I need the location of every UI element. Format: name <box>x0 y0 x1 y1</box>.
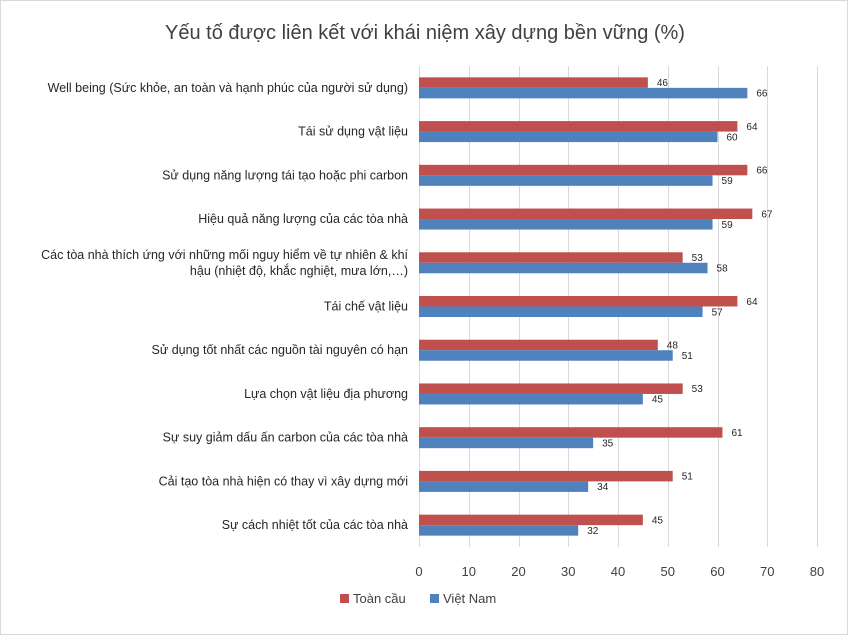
bar-vietnam <box>419 393 643 405</box>
chart-title: Yếu tố được liên kết với khái niệm xây d… <box>165 22 685 44</box>
category-labels: Well being (Sức khỏe, an toàn và hạnh ph… <box>41 81 408 532</box>
category-label: Tái sử dụng vật liệu <box>298 125 408 139</box>
x-axis-ticks: 0 10 20 30 40 50 60 70 80 <box>415 564 824 579</box>
category-label: hậu (nhiệt độ, khắc nghiệt, mưa lớn,…) <box>190 263 408 278</box>
x-tick-label: 60 <box>710 564 724 579</box>
category-label: Lựa chọn vật liệu địa phương <box>244 387 408 401</box>
x-tick-label: 40 <box>611 564 625 579</box>
bar-global <box>419 77 648 88</box>
data-label-global: 46 <box>657 78 669 89</box>
x-tick-label: 50 <box>661 564 675 579</box>
bar-global <box>419 121 738 132</box>
data-label-global: 61 <box>731 428 743 439</box>
data-label-global: 51 <box>682 472 694 483</box>
bar-global <box>419 296 738 307</box>
data-label-global: 48 <box>667 340 679 351</box>
category-label: Sự suy giảm dấu ấn carbon của các tòa nh… <box>163 431 408 445</box>
bar-global <box>419 339 658 351</box>
x-tick-label: 10 <box>462 564 476 579</box>
category-label: Hiệu quả năng lượng của các tòa nhà <box>198 212 408 226</box>
x-tick-label: 0 <box>415 564 422 579</box>
bar-vietnam <box>419 525 579 536</box>
data-label-vietnam: 32 <box>587 526 599 537</box>
data-label-vietnam: 58 <box>717 264 729 275</box>
bar-vietnam <box>419 262 708 274</box>
category-label: Các tòa nhà thích ứng với những mối nguy… <box>41 248 408 262</box>
data-label-vietnam: 45 <box>652 395 664 406</box>
bar-vietnam <box>419 306 703 317</box>
bar-vietnam <box>419 87 748 99</box>
bar-global <box>419 514 643 526</box>
bars <box>419 77 753 536</box>
bar-global <box>419 252 683 263</box>
category-label: Sử dụng năng lượng tái tạo hoặc phi carb… <box>162 168 408 182</box>
x-tick-label: 70 <box>760 564 774 579</box>
data-label-vietnam: 66 <box>756 89 768 100</box>
data-label-vietnam: 35 <box>602 438 614 449</box>
category-label: Tái chế vật liệu <box>324 300 408 314</box>
bar-vietnam <box>419 219 713 230</box>
data-label-global: 64 <box>746 122 758 133</box>
category-label: Cải tạo tòa nhà hiện có thay vì xây dựng… <box>159 474 408 488</box>
legend-swatch <box>340 594 349 603</box>
bar-global <box>419 208 753 220</box>
data-labels: 4666646066596759535864574851534561355134… <box>587 78 773 537</box>
bar-vietnam <box>419 350 673 361</box>
data-label-global: 53 <box>692 253 704 264</box>
bar-global <box>419 427 723 438</box>
data-label-vietnam: 60 <box>727 132 739 143</box>
data-label-vietnam: 51 <box>682 351 694 362</box>
legend-swatch <box>430 594 439 603</box>
bar-global <box>419 164 748 176</box>
data-label-global: 53 <box>692 384 704 395</box>
data-label-global: 45 <box>652 515 664 526</box>
bar-vietnam <box>419 131 718 143</box>
data-label-vietnam: 59 <box>722 176 734 187</box>
bar-global <box>419 470 673 482</box>
data-label-vietnam: 34 <box>597 482 609 493</box>
data-label-vietnam: 57 <box>712 307 724 318</box>
data-label-global: 64 <box>746 297 758 308</box>
bar-vietnam <box>419 175 713 186</box>
legend-label: Việt Nam <box>443 591 496 606</box>
x-tick-label: 30 <box>561 564 575 579</box>
category-label: Well being (Sức khỏe, an toàn và hạnh ph… <box>48 81 408 95</box>
legend-label: Toàn cầu <box>353 591 406 606</box>
category-label: Sử dụng tốt nhất các nguồn tài nguyên có… <box>152 343 409 357</box>
data-label-vietnam: 59 <box>722 220 734 231</box>
data-label-global: 66 <box>756 166 768 177</box>
data-label-global: 67 <box>761 209 773 220</box>
bar-vietnam <box>419 481 589 492</box>
x-tick-label: 20 <box>511 564 525 579</box>
bar-global <box>419 383 683 394</box>
bar-vietnam <box>419 437 594 449</box>
category-label: Sự cách nhiệt tốt của các tòa nhà <box>222 518 408 532</box>
x-tick-label: 80 <box>810 564 824 579</box>
legend: Toàn cầu Việt Nam <box>340 591 496 606</box>
